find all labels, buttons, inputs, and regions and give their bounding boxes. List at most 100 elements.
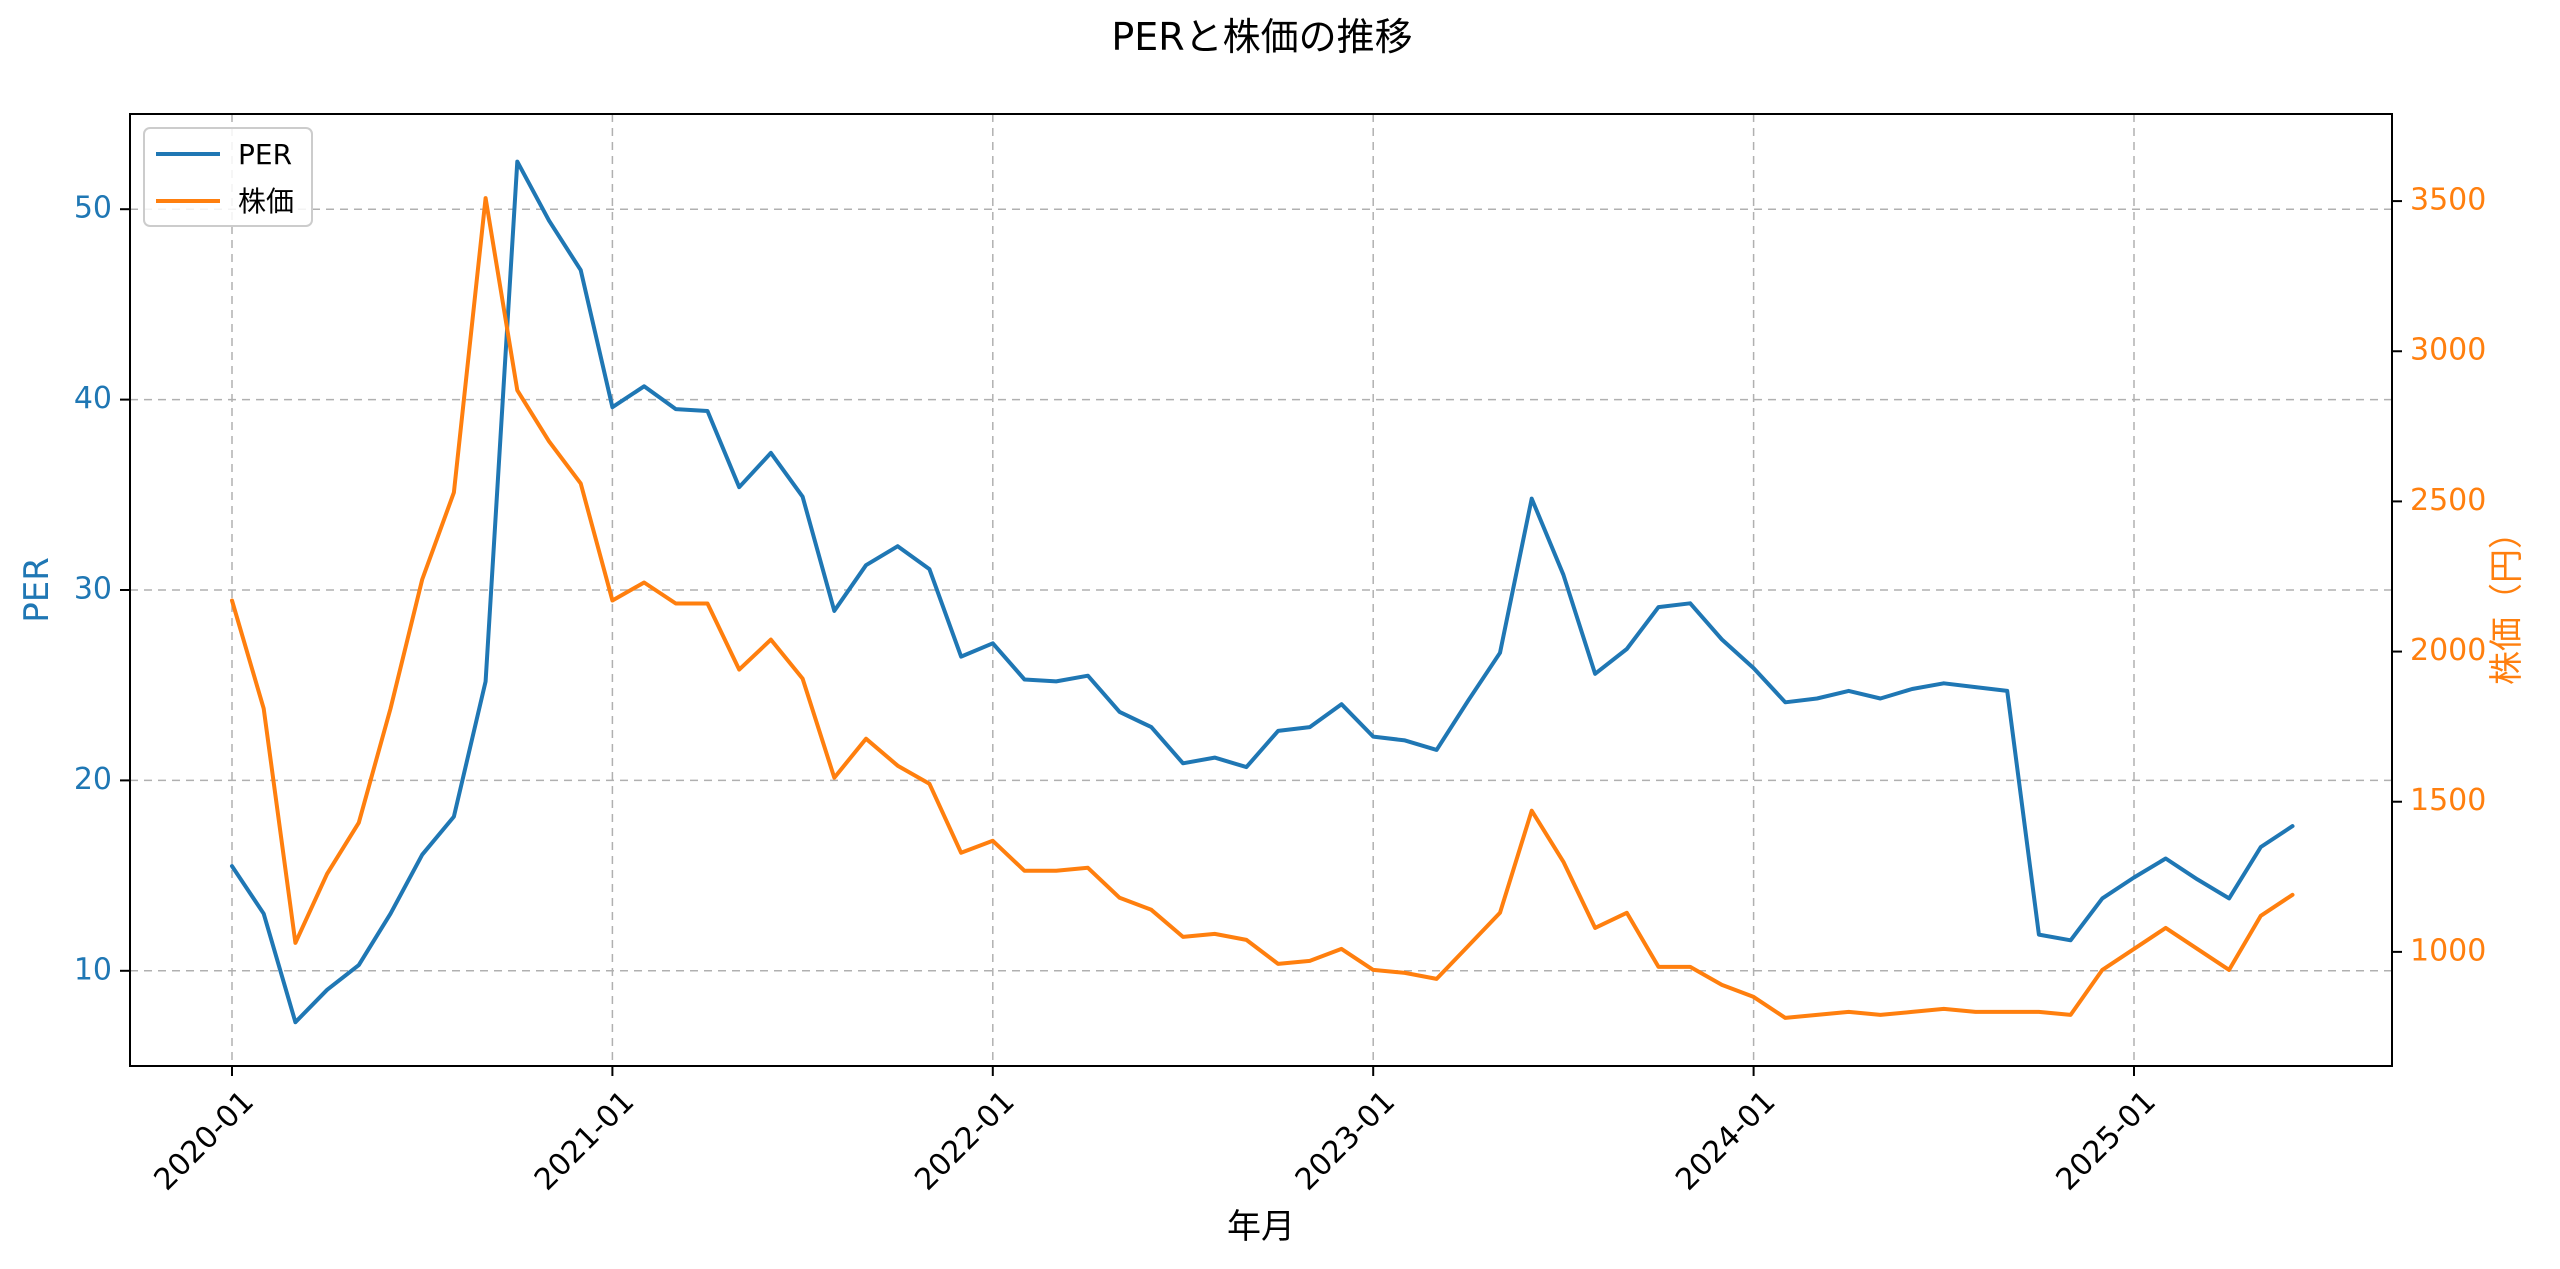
price-data-point: [1815, 1013, 1819, 1017]
price-data-point: [1561, 860, 1565, 864]
per-data-point: [2259, 845, 2263, 849]
price-data-point: [1942, 1007, 1946, 1011]
price-data-point: [1974, 1010, 1977, 1014]
legend: PER 株価: [143, 127, 313, 227]
series-line-per: [230, 159, 2295, 1025]
price-data-point: [1213, 932, 1217, 936]
per-data-point: [1910, 687, 1914, 691]
price-data-point: [1498, 911, 1502, 915]
per-data-point: [737, 485, 741, 489]
per-data-point: [1593, 672, 1597, 676]
per-data-point: [389, 912, 392, 916]
per-data-point: [1371, 735, 1375, 739]
per-data-point: [674, 407, 678, 411]
price-data-point: [547, 439, 551, 443]
price-data-point: [1752, 995, 1756, 999]
y-axis-left-label: PER: [17, 557, 57, 623]
price-data-point: [1086, 866, 1090, 870]
y-right-tick-label: 2500: [2410, 483, 2486, 518]
legend-label-price: 株価: [238, 185, 294, 218]
series-line-price: [230, 196, 2295, 1020]
per-data-point: [1244, 765, 1248, 769]
price-data-point: [1720, 983, 1724, 987]
price-data-point: [2005, 1010, 2009, 1014]
per-data-point: [1276, 729, 1280, 733]
per-data-point: [1530, 497, 1534, 501]
price-data-point: [1625, 911, 1629, 915]
price-data-point: [801, 677, 805, 681]
y-left-tick-label: 30: [74, 572, 112, 607]
y-left-tick-label: 10: [74, 952, 112, 987]
price-data-point: [2100, 968, 2104, 972]
per-data-point: [293, 1020, 297, 1024]
price-data-point: [2195, 947, 2199, 951]
y-left-tick-label: 40: [74, 381, 112, 416]
per-data-point: [1657, 605, 1660, 609]
price-data-point: [2259, 914, 2263, 918]
per-data-point: [547, 219, 551, 223]
price-data-point: [2227, 968, 2231, 972]
grid-layer: [130, 114, 2392, 1066]
price-data-point: [1657, 965, 1660, 969]
price-data-point: [452, 490, 456, 494]
price-data-point: [1783, 1016, 1787, 1020]
price-data-point: [1181, 935, 1185, 939]
per-data-point: [769, 451, 773, 455]
price-data-point: [991, 839, 995, 843]
per-data-point: [801, 495, 805, 499]
price-data-point: [1530, 809, 1534, 813]
price-data-point: [1276, 962, 1280, 966]
per-data-point: [1435, 748, 1439, 752]
per-data-point: [864, 563, 868, 567]
per-data-point: [2005, 689, 2009, 693]
price-data-point: [2069, 1013, 2073, 1017]
per-data-point: [1783, 700, 1787, 704]
per-data-point: [262, 912, 266, 916]
price-data-point: [864, 737, 868, 741]
price-data-point: [706, 602, 709, 605]
per-data-point: [991, 641, 995, 645]
price-data-point: [896, 764, 900, 768]
per-data-point: [452, 815, 456, 819]
price-data-point: [610, 599, 614, 602]
price-data-point: [2164, 926, 2168, 930]
per-data-point: [1878, 697, 1882, 700]
price-data-point: [1688, 965, 1692, 969]
per-data-point: [325, 988, 329, 992]
per-data-point: [1308, 725, 1312, 729]
price-data-point: [1371, 968, 1375, 972]
price-data-point: [1847, 1010, 1851, 1014]
price-data-point: [230, 599, 234, 602]
per-data-point: [1023, 678, 1026, 681]
price-data-point: [1118, 896, 1122, 900]
legend-label-per: PER: [238, 138, 292, 171]
per-data-point: [230, 864, 234, 868]
price-data-point: [737, 668, 741, 672]
price-data-point: [1878, 1013, 1882, 1017]
per-data-point: [1403, 738, 1407, 742]
per-data-point: [357, 963, 361, 967]
per-data-point: [420, 853, 424, 857]
y-right-tick-label: 2000: [2410, 633, 2486, 668]
price-data-point: [1308, 959, 1312, 963]
per-data-point: [2100, 896, 2104, 900]
y-axis-right-label: 株価（円）: [2487, 515, 2527, 685]
price-data-point: [357, 821, 361, 825]
per-data-point: [1466, 698, 1470, 702]
per-data-point: [1086, 674, 1090, 678]
price-data-point: [2132, 947, 2136, 951]
per-data-point: [1847, 689, 1851, 693]
per-data-point: [1752, 666, 1756, 670]
price-data-point: [927, 782, 931, 786]
y-right-tick-label: 1500: [2410, 783, 2486, 818]
price-data-point: [1593, 926, 1597, 930]
price-data-point: [293, 941, 297, 945]
price-data-point: [1435, 977, 1439, 981]
price-data-point: [262, 707, 266, 711]
price-data-point: [959, 851, 963, 855]
price-data-point: [674, 602, 678, 605]
x-axis-label: 年月: [1227, 1207, 1295, 1247]
per-data-point: [2037, 933, 2041, 937]
